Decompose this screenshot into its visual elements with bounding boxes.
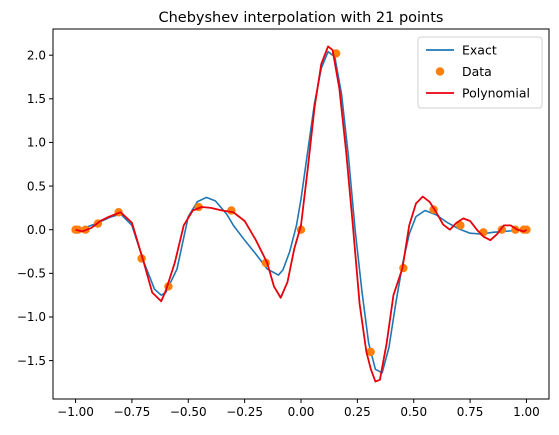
legend-box xyxy=(417,36,543,109)
legend-label-polynomial: Polynomial xyxy=(462,86,530,101)
series-line-polynomial xyxy=(75,45,528,383)
plot-area xyxy=(71,45,531,383)
x-tick-label: 0.75 xyxy=(457,405,484,419)
data-point xyxy=(522,225,531,234)
x-tick-label: −1.00 xyxy=(57,405,94,419)
y-tick-label: −1.0 xyxy=(17,310,46,324)
x-tick-label: −0.75 xyxy=(114,405,151,419)
y-tick-label: 1.0 xyxy=(27,136,46,150)
x-tick-label: 0.50 xyxy=(400,405,427,419)
x-tick-label: 0.00 xyxy=(288,405,315,419)
x-tick-label: 1.00 xyxy=(513,405,540,419)
y-tick-label: 0.5 xyxy=(27,179,46,193)
axes: −1.00 −0.75 −0.50 −0.25 0.00 0.25 0.50 0.75 1.00… xyxy=(17,28,550,419)
legend-label-data: Data xyxy=(462,64,492,79)
chart-title: Chebyshev interpolation with 21 points xyxy=(158,10,443,26)
y-tick-label: 1.5 xyxy=(27,92,46,106)
y-tick-label: −1.5 xyxy=(17,354,46,368)
legend: Exact Data Polynomial xyxy=(417,36,543,109)
y-tick-label: 0.0 xyxy=(27,223,46,237)
x-tick-label: 0.25 xyxy=(344,405,371,419)
data-point xyxy=(366,347,375,357)
data-point xyxy=(456,221,465,230)
x-tick-label: −0.50 xyxy=(170,405,207,419)
x-tick-label: −0.25 xyxy=(226,405,263,419)
legend-label-exact: Exact xyxy=(462,43,497,58)
y-tick-label: −0.5 xyxy=(17,267,46,281)
legend-swatch-data xyxy=(435,67,445,76)
y-tick-label: 2.0 xyxy=(27,48,46,62)
